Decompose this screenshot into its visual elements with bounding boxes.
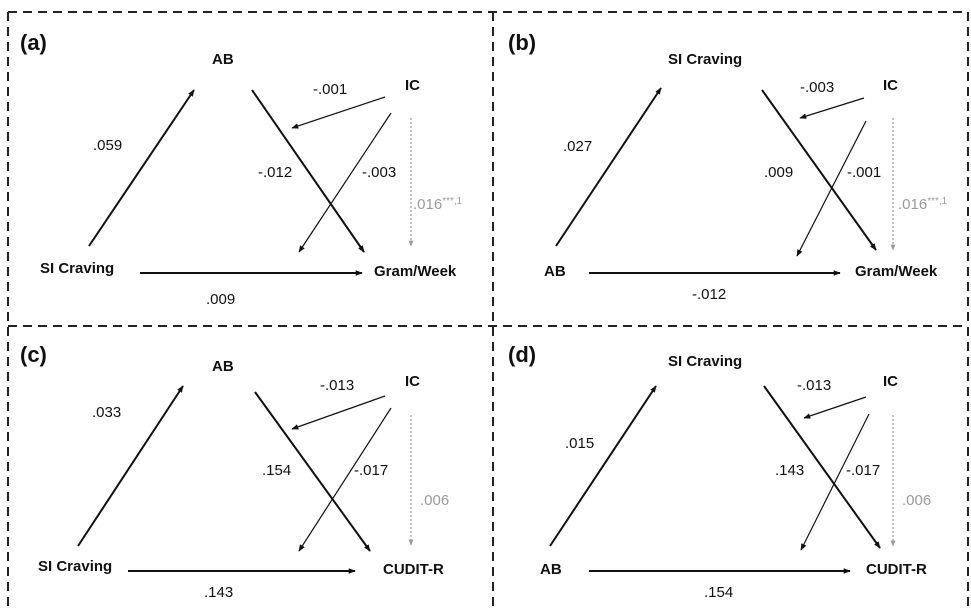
panel-b: (b) SI Craving IC AB Gram/Week .027 .009… — [508, 30, 948, 303]
node-moderator: IC — [883, 373, 898, 390]
coef-moderator-to-outcome: .016***,1 — [898, 196, 948, 213]
coef-moderator-to-a-path: -.013 — [320, 377, 354, 394]
node-mediator: AB — [212, 51, 234, 68]
node-outcome: Gram/Week — [855, 263, 938, 280]
path-mediator-to-outcome — [254, 391, 371, 552]
path-moderator-to-a-path — [291, 96, 386, 129]
coef-moderator-to-outcome-value: .016 — [413, 196, 442, 213]
coef-moderator-to-c-path: -.001 — [847, 164, 881, 181]
path-moderator-to-a-path — [799, 97, 865, 119]
coef-moderator-to-outcome: .006 — [420, 492, 449, 509]
node-mediator: SI Craving — [668, 51, 742, 68]
coef-predictor-to-mediator: .015 — [565, 435, 594, 452]
coef-predictor-to-mediator: .027 — [563, 138, 592, 155]
coef-moderator-to-outcome-significance: ***,1 — [442, 196, 462, 207]
node-moderator: IC — [405, 77, 420, 94]
node-outcome: CUDIT-R — [866, 561, 927, 578]
path-mediator-to-outcome — [251, 89, 365, 253]
coef-moderator-to-outcome: .006 — [902, 492, 931, 509]
coef-moderator-to-a-path: -.013 — [797, 377, 831, 394]
node-outcome: Gram/Week — [374, 263, 457, 280]
node-predictor: SI Craving — [40, 260, 114, 277]
panel-d: (d) SI Craving IC AB CUDIT-R .015 .143 .… — [508, 342, 931, 601]
coef-moderator-to-outcome-value: .006 — [420, 492, 449, 509]
node-predictor: AB — [544, 263, 566, 280]
coef-moderator-to-outcome-value: .016 — [898, 196, 927, 213]
coef-mediator-to-outcome: .154 — [262, 462, 291, 479]
coef-predictor-to-outcome: .154 — [704, 584, 733, 601]
panel-label: (d) — [508, 342, 536, 367]
coef-moderator-to-c-path: -.017 — [846, 462, 880, 479]
path-moderator-to-c-path — [298, 112, 392, 253]
coef-predictor-to-outcome: .009 — [206, 291, 235, 308]
panel-label: (b) — [508, 30, 536, 55]
path-moderator-to-c-path — [796, 120, 867, 257]
coef-moderator-to-outcome: .016***,1 — [413, 196, 463, 213]
coef-mediator-to-outcome: .143 — [775, 462, 804, 479]
path-predictor-to-mediator — [549, 385, 657, 547]
coef-mediator-to-outcome: -.012 — [258, 164, 292, 181]
node-outcome: CUDIT-R — [383, 561, 444, 578]
panel-label: (a) — [20, 30, 47, 55]
panel-c: (c) AB IC SI Craving CUDIT-R .033 .154 .… — [20, 342, 449, 601]
path-moderator-to-a-path — [291, 395, 386, 430]
node-moderator: IC — [883, 77, 898, 94]
coef-moderator-to-outcome-significance: ***,1 — [927, 196, 947, 207]
path-predictor-to-mediator — [88, 89, 195, 247]
node-predictor: AB — [540, 561, 562, 578]
path-moderator-to-c-path — [298, 407, 392, 552]
coef-mediator-to-outcome: .009 — [764, 164, 793, 181]
coef-moderator-to-c-path: -.017 — [354, 462, 388, 479]
panel-label: (c) — [20, 342, 47, 367]
coef-moderator-to-a-path: -.001 — [313, 81, 347, 98]
node-predictor: SI Craving — [38, 558, 112, 575]
coef-moderator-to-c-path: -.003 — [362, 164, 396, 181]
coef-predictor-to-mediator: .033 — [92, 404, 121, 421]
path-predictor-to-mediator — [555, 87, 662, 247]
coef-predictor-to-outcome: -.012 — [692, 286, 726, 303]
coef-moderator-to-a-path: -.003 — [800, 79, 834, 96]
coef-moderator-to-outcome-value: .006 — [902, 492, 931, 509]
path-mediator-to-outcome — [761, 89, 877, 251]
path-mediator-to-outcome — [763, 385, 881, 549]
node-mediator: SI Craving — [668, 353, 742, 370]
path-moderator-to-a-path — [803, 396, 867, 419]
path-predictor-to-mediator — [77, 385, 184, 547]
node-moderator: IC — [405, 373, 420, 390]
node-mediator: AB — [212, 358, 234, 375]
coef-predictor-to-mediator: .059 — [93, 137, 122, 154]
panel-a: (a) AB IC SI Craving Gram/Week .059 -.01… — [20, 30, 463, 308]
coef-predictor-to-outcome: .143 — [204, 584, 233, 601]
path-moderator-to-c-path — [800, 413, 870, 551]
panel-frames — [7, 11, 969, 610]
